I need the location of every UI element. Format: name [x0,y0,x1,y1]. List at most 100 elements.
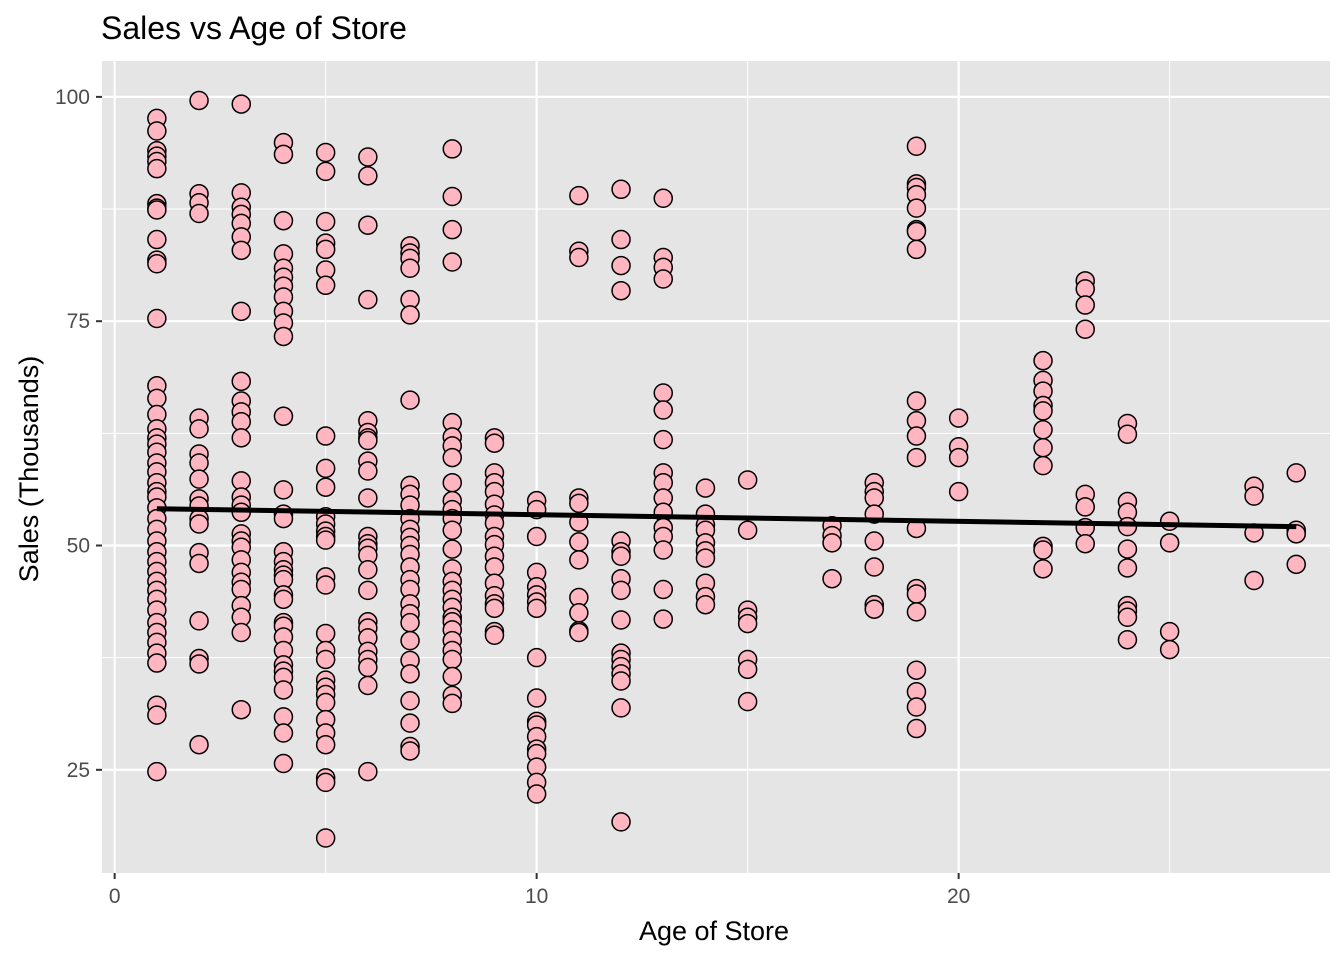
data-point [273,144,294,165]
data-point [442,649,463,670]
data-point [569,185,589,206]
data-point [442,447,463,468]
data-point [569,247,589,268]
data-point [906,136,927,156]
y-tick-label: 100 [55,86,90,109]
data-point [611,179,631,200]
data-point [906,426,927,446]
data-point [315,623,336,644]
data-point [358,461,378,481]
data-point [358,559,378,580]
data-point [273,723,294,743]
data-point [484,433,505,453]
data-point [231,428,252,448]
data-point [358,166,378,186]
data-point [822,533,842,553]
data-point [611,610,631,630]
data-point [189,203,209,224]
data-point [1244,570,1264,591]
data-point [358,289,378,310]
data-point [906,660,927,680]
data-point [611,255,631,276]
data-point [1286,463,1306,483]
data-point [906,391,927,411]
data-point [526,526,547,547]
data-point [611,671,631,691]
data-point [653,540,674,560]
data-point [315,275,336,296]
data-point [569,603,589,623]
data-point [611,580,631,601]
data-point [1117,607,1138,628]
data-point [737,470,758,490]
data-point [653,609,674,629]
data-point [147,158,167,179]
data-point [231,301,252,322]
data-point [864,599,884,619]
data-point [1117,558,1138,578]
data-point [400,305,420,325]
x-tick-label: 10 [525,885,548,908]
x-axis-ticks: 0 10 20 [109,873,970,908]
data-point [273,753,294,774]
data-point [948,481,969,502]
data-point [948,408,969,428]
data-points [147,90,1306,848]
data-point [358,488,378,508]
data-point [1033,350,1053,371]
data-point [358,657,378,678]
data-point [273,326,294,347]
data-point [147,200,167,220]
data-point [358,147,378,167]
data-point [484,557,505,577]
data-point [442,219,463,240]
data-point [147,254,167,274]
data-point [315,649,336,670]
data-point [695,548,716,568]
data-point [737,659,758,680]
data-point [189,553,209,574]
data-point [231,699,252,720]
data-point [1033,559,1053,579]
data-point [189,514,209,534]
data-point [864,531,884,551]
data-point [611,229,631,250]
data-point [315,211,336,232]
data-point [273,210,294,231]
data-point [400,390,420,410]
data-point [695,478,716,498]
data-point [906,239,927,260]
data-point [1033,420,1053,440]
data-point [442,472,463,493]
data-point [1159,511,1180,532]
data-point [315,734,336,755]
y-tick-label: 25 [67,759,90,782]
data-point [358,675,378,696]
data-point [231,240,252,261]
data-point [231,579,252,600]
data-point [569,622,589,643]
data-point [1117,424,1138,445]
data-point [147,705,167,725]
data-point [653,188,674,209]
data-point [484,625,505,645]
data-point [611,280,631,301]
data-point [906,447,927,468]
data-point [1033,437,1053,458]
data-point [400,713,420,733]
data-point [315,239,336,260]
data-point [653,429,674,450]
data-point [1075,295,1095,315]
data-point [1159,533,1180,553]
data-point [231,371,252,392]
data-point [864,488,884,508]
x-tick-label: 0 [109,885,121,908]
y-axis-title: Sales (Thousands) [14,356,44,583]
data-point [273,589,294,610]
data-point [147,761,167,782]
data-point [442,139,463,159]
data-point [315,530,336,550]
data-point [189,469,209,489]
data-point [231,94,252,114]
data-point [315,828,336,848]
